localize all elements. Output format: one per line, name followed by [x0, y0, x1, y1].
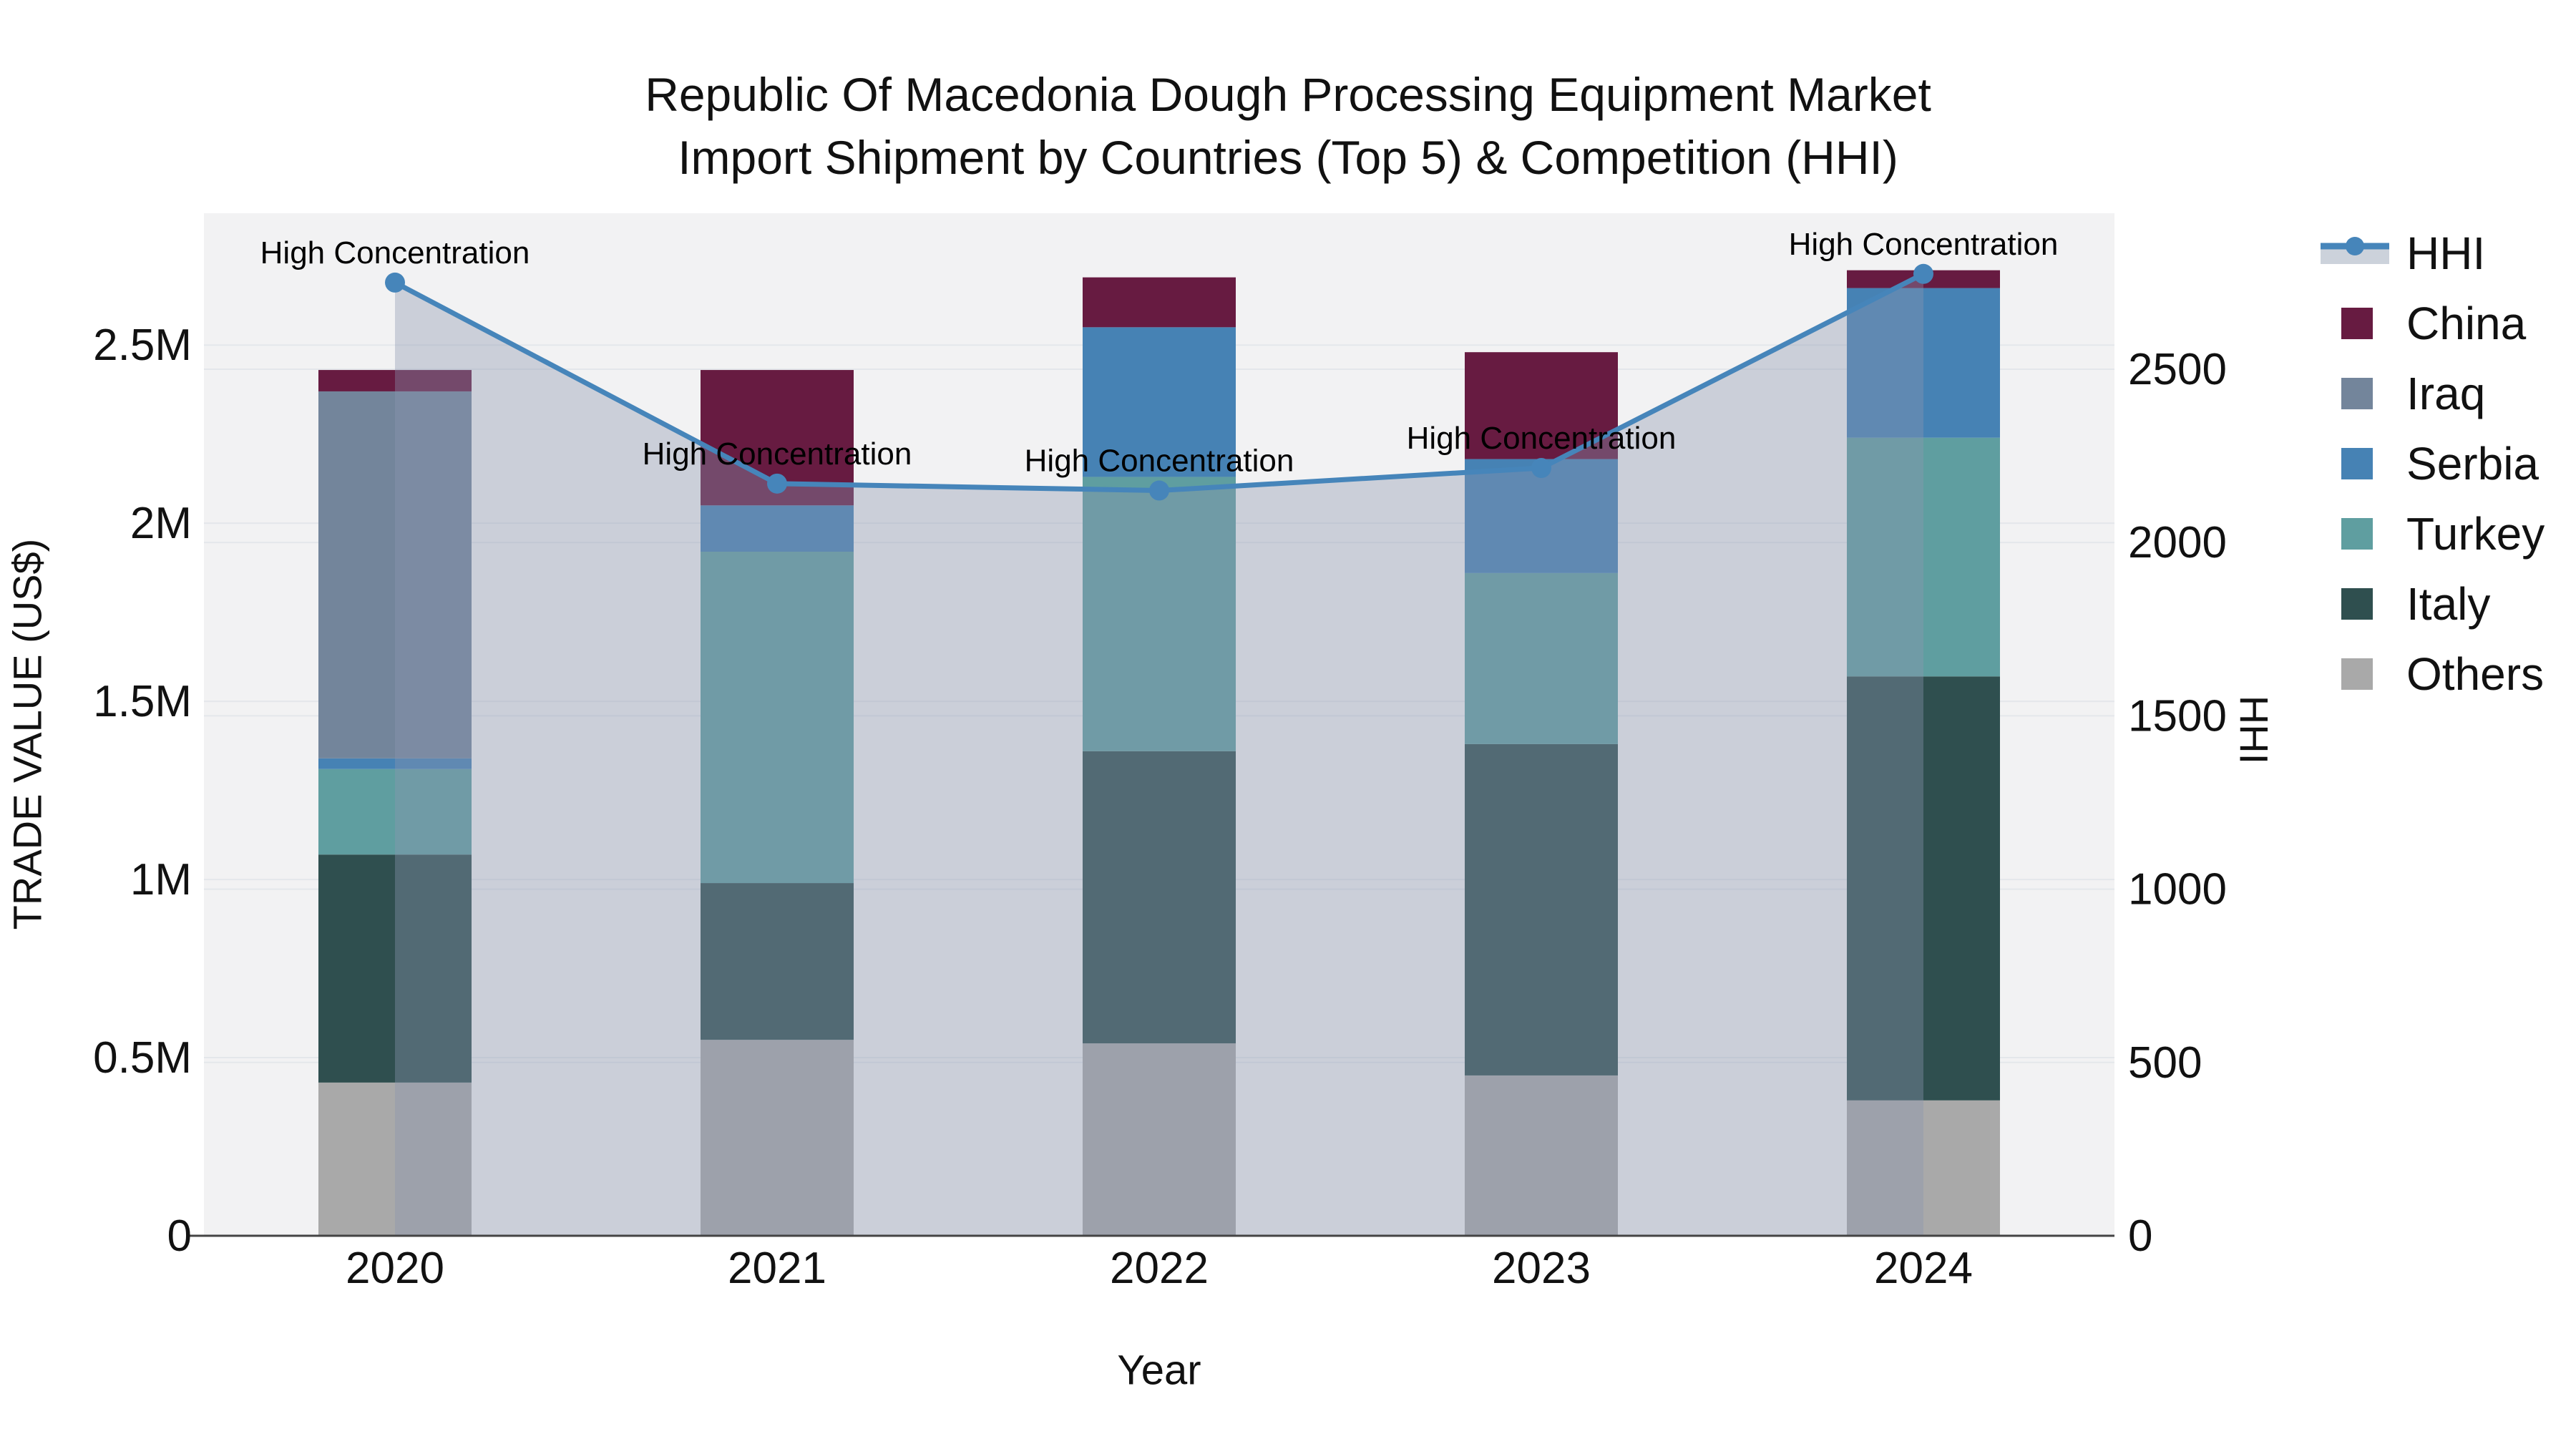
iraq-swatch-icon — [2321, 378, 2399, 409]
annotation-2022: High Concentration — [1025, 444, 1294, 479]
x-tick-2023: 2023 — [1492, 1244, 1591, 1293]
china-swatch-icon — [2321, 308, 2399, 339]
bar-segment-2024-turkey[interactable] — [1847, 437, 2000, 677]
bar-segment-2023-others[interactable] — [1465, 1075, 1618, 1236]
legend-label-china: China — [2406, 298, 2527, 349]
others-swatch-icon — [2321, 658, 2399, 690]
left-tick-1M: 1M — [130, 855, 192, 904]
hhi-marker-2022[interactable] — [1149, 480, 1169, 501]
bar-segment-2020-serbia[interactable] — [318, 758, 472, 769]
bar-segment-2020-iraq[interactable] — [318, 391, 472, 758]
legend-item-china[interactable]: China — [2321, 298, 2545, 349]
right-tick-1000: 1000 — [2128, 865, 2227, 914]
chart-title: Republic Of Macedonia Dough Processing E… — [0, 63, 2576, 189]
bar-segment-2020-china[interactable] — [318, 370, 472, 391]
legend-item-hhi[interactable]: HHI — [2321, 228, 2545, 279]
legend-label-serbia: Serbia — [2406, 438, 2539, 489]
bar-segment-2022-serbia[interactable] — [1083, 327, 1236, 477]
serbia-swatch-icon — [2321, 448, 2399, 479]
legend-label-turkey: Turkey — [2406, 508, 2545, 560]
bar-segment-2021-italy[interactable] — [701, 883, 854, 1040]
legend-item-italy[interactable]: Italy — [2321, 578, 2545, 630]
annotation-2020: High Concentration — [260, 235, 530, 270]
right-tick-500: 500 — [2128, 1038, 2202, 1088]
bar-segment-2024-italy[interactable] — [1847, 676, 2000, 1101]
x-tick-2020: 2020 — [346, 1244, 444, 1293]
swatch-turkey — [2341, 518, 2373, 550]
annotation-2021: High Concentration — [643, 436, 912, 472]
left-tick-2.5M: 2.5M — [93, 321, 192, 370]
hhi-marker-2020[interactable] — [385, 272, 405, 293]
x-tick-2022: 2022 — [1110, 1244, 1209, 1293]
swatch-others — [2341, 658, 2373, 690]
left-tick-1.5M: 1.5M — [93, 677, 192, 726]
bar-segment-2021-turkey[interactable] — [701, 552, 854, 884]
right-tick-1500: 1500 — [2128, 691, 2227, 741]
chart-title-line1: Republic Of Macedonia Dough Processing E… — [645, 68, 1931, 121]
chart-title-line2: Import Shipment by Countries (Top 5) & C… — [678, 131, 1898, 184]
left-tick-0.5M: 0.5M — [93, 1033, 192, 1083]
x-tick-2024: 2024 — [1874, 1244, 1973, 1293]
hhi-marker-2024[interactable] — [1913, 263, 1933, 284]
bar-segment-2022-italy[interactable] — [1083, 751, 1236, 1044]
bar-segment-2022-china[interactable] — [1083, 277, 1236, 328]
legend-item-serbia[interactable]: Serbia — [2321, 438, 2545, 489]
legend-label-hhi: HHI — [2406, 228, 2486, 279]
bar-segment-2021-others[interactable] — [701, 1040, 854, 1236]
swatch-china — [2341, 308, 2373, 339]
legend-label-others: Others — [2406, 648, 2545, 700]
hhi-area-fill — [395, 273, 1923, 1236]
bar-segment-2023-turkey[interactable] — [1465, 572, 1618, 744]
hhi-line-marker-icon — [2321, 235, 2399, 271]
bar-segment-2024-others[interactable] — [1847, 1100, 2000, 1236]
swatch-serbia — [2341, 448, 2373, 479]
bar-segment-2022-turkey[interactable] — [1083, 477, 1236, 751]
legend: HHI China Iraq Serbia Turkey Italy Others — [2321, 228, 2545, 721]
right-tick-0: 0 — [2128, 1211, 2152, 1261]
legend-label-iraq: Iraq — [2406, 368, 2486, 419]
hhi-marker-2023[interactable] — [1531, 458, 1551, 479]
annotation-2023: High Concentration — [1407, 421, 1677, 456]
swatch-italy — [2341, 588, 2373, 620]
italy-swatch-icon — [2321, 588, 2399, 620]
bar-segment-2020-turkey[interactable] — [318, 769, 472, 855]
annotation-2024: High Concentration — [1789, 227, 2059, 262]
legend-label-italy: Italy — [2406, 578, 2491, 630]
swatch-iraq — [2341, 378, 2373, 409]
hhi-marker-2021[interactable] — [767, 473, 787, 494]
hhi-legend-sample — [2321, 237, 2389, 264]
right-tick-2500: 2500 — [2128, 345, 2227, 394]
right-tick-2000: 2000 — [2128, 518, 2227, 567]
bar-segment-2020-others[interactable] — [318, 1082, 472, 1236]
legend-item-others[interactable]: Others — [2321, 648, 2545, 700]
bar-segment-2020-italy[interactable] — [318, 854, 472, 1083]
legend-item-iraq[interactable]: Iraq — [2321, 368, 2545, 419]
legend-item-turkey[interactable]: Turkey — [2321, 508, 2545, 560]
left-tick-0: 0 — [167, 1211, 192, 1261]
turkey-swatch-icon — [2321, 518, 2399, 550]
x-tick-2021: 2021 — [728, 1244, 826, 1293]
bar-segment-2023-italy[interactable] — [1465, 743, 1618, 1075]
bar-segment-2021-serbia[interactable] — [701, 505, 854, 552]
bar-segment-2024-serbia[interactable] — [1847, 288, 2000, 438]
bar-segment-2022-others[interactable] — [1083, 1043, 1236, 1236]
left-tick-2M: 2M — [130, 499, 192, 548]
x-axis-title: Year — [1117, 1347, 1201, 1394]
bar-segment-2023-serbia[interactable] — [1465, 459, 1618, 573]
